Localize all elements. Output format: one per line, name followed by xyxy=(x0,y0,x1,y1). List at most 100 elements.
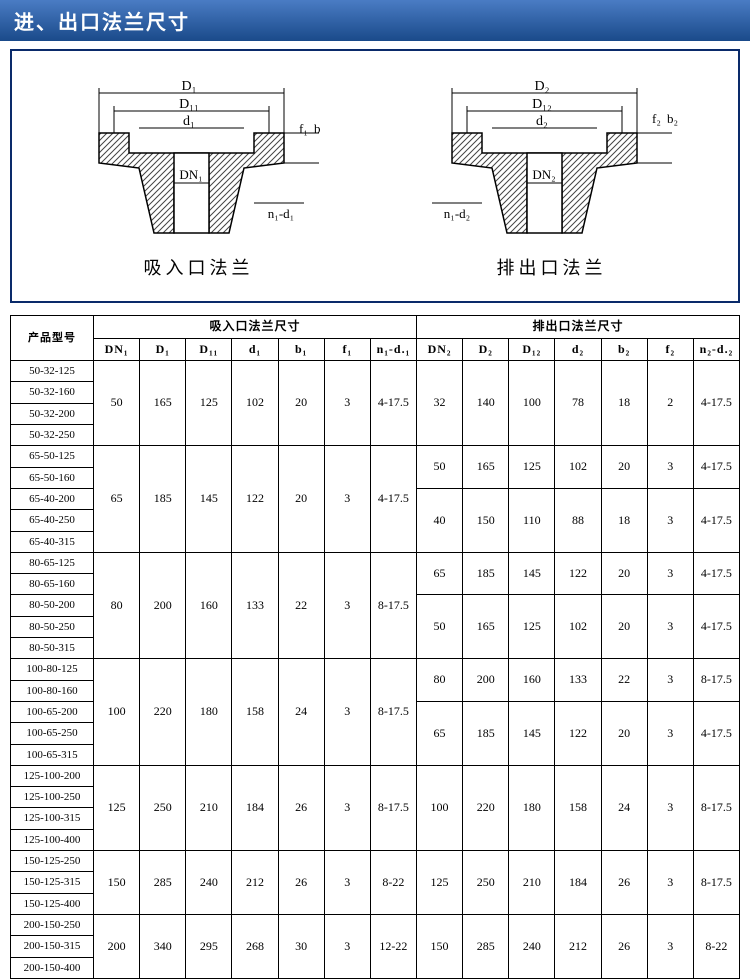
table-cell: 88 xyxy=(555,488,601,552)
table-cell-model: 100-65-200 xyxy=(11,701,94,722)
table-cell: 80 xyxy=(94,552,140,658)
table-cell: 4-17.5 xyxy=(370,361,416,446)
table-cell: 8-17.5 xyxy=(693,659,739,702)
table-cell: 4-17.5 xyxy=(693,446,739,489)
table-cell: 65 xyxy=(416,701,462,765)
table-cell: 8-17.5 xyxy=(370,552,416,658)
table-cell: 240 xyxy=(509,914,555,978)
table-cell: 180 xyxy=(186,659,232,765)
table-cell: 210 xyxy=(186,765,232,850)
table-cell: 102 xyxy=(555,595,601,659)
table-cell: 8-22 xyxy=(370,851,416,915)
table-cell: 165 xyxy=(463,446,509,489)
table-cell: 285 xyxy=(140,851,186,915)
col-header: b₁ xyxy=(278,338,324,361)
inlet-caption: 吸入口法兰 xyxy=(49,254,349,280)
table-cell-model: 100-80-160 xyxy=(11,680,94,701)
table-cell-model: 150-125-400 xyxy=(11,893,94,914)
table-cell-model: 80-65-160 xyxy=(11,574,94,595)
dim-nd1: n₁-d₁ xyxy=(267,206,293,221)
diagram-container: D₁ D₁₁ d₁ DN₁ n₁-d₁ f₁ b 吸入口法兰 xyxy=(10,49,740,303)
table-cell: 4-17.5 xyxy=(693,361,739,446)
table-cell: 160 xyxy=(186,552,232,658)
table-cell: 150 xyxy=(416,914,462,978)
table-cell: 18 xyxy=(601,361,647,446)
table-cell: 3 xyxy=(647,659,693,702)
table-cell: 150 xyxy=(463,488,509,552)
table-cell: 22 xyxy=(601,659,647,702)
table-cell-model: 50-32-160 xyxy=(11,382,94,403)
table-cell: 20 xyxy=(278,446,324,552)
table-cell: 65 xyxy=(416,552,462,595)
table-cell: 133 xyxy=(555,659,601,702)
table-cell: 145 xyxy=(509,552,555,595)
table-cell: 125 xyxy=(509,446,555,489)
table-cell: 20 xyxy=(601,446,647,489)
table-cell: 30 xyxy=(278,914,324,978)
col-header: d₁ xyxy=(232,338,278,361)
col-header: DN₂ xyxy=(416,338,462,361)
table-cell: 100 xyxy=(416,765,462,850)
col-header: D₂ xyxy=(463,338,509,361)
table-cell: 24 xyxy=(278,659,324,765)
table-cell: 165 xyxy=(463,595,509,659)
table-cell-model: 65-50-125 xyxy=(11,446,94,467)
table-cell: 145 xyxy=(186,446,232,552)
table-cell: 212 xyxy=(232,851,278,915)
dim-nd2: n₁-d₂ xyxy=(443,206,469,221)
table-cell: 110 xyxy=(509,488,555,552)
col-header: D₁₁ xyxy=(186,338,232,361)
col-header: d₂ xyxy=(555,338,601,361)
table-cell-model: 100-65-250 xyxy=(11,723,94,744)
table-cell: 8-22 xyxy=(693,914,739,978)
table-cell-model: 80-50-315 xyxy=(11,638,94,659)
table-cell: 220 xyxy=(463,765,509,850)
table-cell: 125 xyxy=(509,595,555,659)
table-cell: 24 xyxy=(601,765,647,850)
table-cell: 8-17.5 xyxy=(693,851,739,915)
table-cell: 285 xyxy=(463,914,509,978)
table-cell: 80 xyxy=(416,659,462,702)
table-cell-model: 65-50-160 xyxy=(11,467,94,488)
table-cell: 50 xyxy=(94,361,140,446)
table-cell-model: 125-100-200 xyxy=(11,765,94,786)
dim-b2: b₂ xyxy=(667,111,678,126)
table-cell: 26 xyxy=(601,914,647,978)
table-cell: 220 xyxy=(140,659,186,765)
table-cell: 122 xyxy=(555,552,601,595)
table-cell: 184 xyxy=(232,765,278,850)
table-cell-model: 50-32-200 xyxy=(11,403,94,424)
flange-table: 产品型号吸入口法兰尺寸排出口法兰尺寸DN₁D₁D₁₁d₁b₁f₁n₁-d.₁DN… xyxy=(10,315,740,979)
table-cell: 210 xyxy=(509,851,555,915)
table-cell: 3 xyxy=(647,595,693,659)
table-cell: 4-17.5 xyxy=(693,552,739,595)
table-cell: 32 xyxy=(416,361,462,446)
table-cell: 100 xyxy=(94,659,140,765)
table-cell: 125 xyxy=(416,851,462,915)
table-cell: 180 xyxy=(509,765,555,850)
inlet-flange-diagram: D₁ D₁₁ d₁ DN₁ n₁-d₁ f₁ b 吸入口法兰 xyxy=(49,73,349,280)
col-header: f₂ xyxy=(647,338,693,361)
dim-D2: D₂ xyxy=(534,79,549,94)
col-header: f₁ xyxy=(324,338,370,361)
table-cell-model: 80-50-250 xyxy=(11,616,94,637)
table-cell: 40 xyxy=(416,488,462,552)
table-cell: 22 xyxy=(278,552,324,658)
table-cell: 26 xyxy=(278,765,324,850)
table-cell: 3 xyxy=(324,446,370,552)
table-cell: 8-17.5 xyxy=(370,659,416,765)
table-cell: 2 xyxy=(647,361,693,446)
table-cell: 4-17.5 xyxy=(693,701,739,765)
table-cell: 200 xyxy=(463,659,509,702)
dim-f2: f₂ xyxy=(652,111,661,126)
table-cell: 4-17.5 xyxy=(693,488,739,552)
table-cell: 3 xyxy=(324,765,370,850)
table-cell: 160 xyxy=(509,659,555,702)
dim-DN2: DN₂ xyxy=(532,167,555,182)
table-cell: 122 xyxy=(555,701,601,765)
table-cell: 4-17.5 xyxy=(370,446,416,552)
table-cell: 250 xyxy=(463,851,509,915)
table-cell: 125 xyxy=(186,361,232,446)
table-cell: 212 xyxy=(555,914,601,978)
table-cell-model: 200-150-315 xyxy=(11,936,94,957)
